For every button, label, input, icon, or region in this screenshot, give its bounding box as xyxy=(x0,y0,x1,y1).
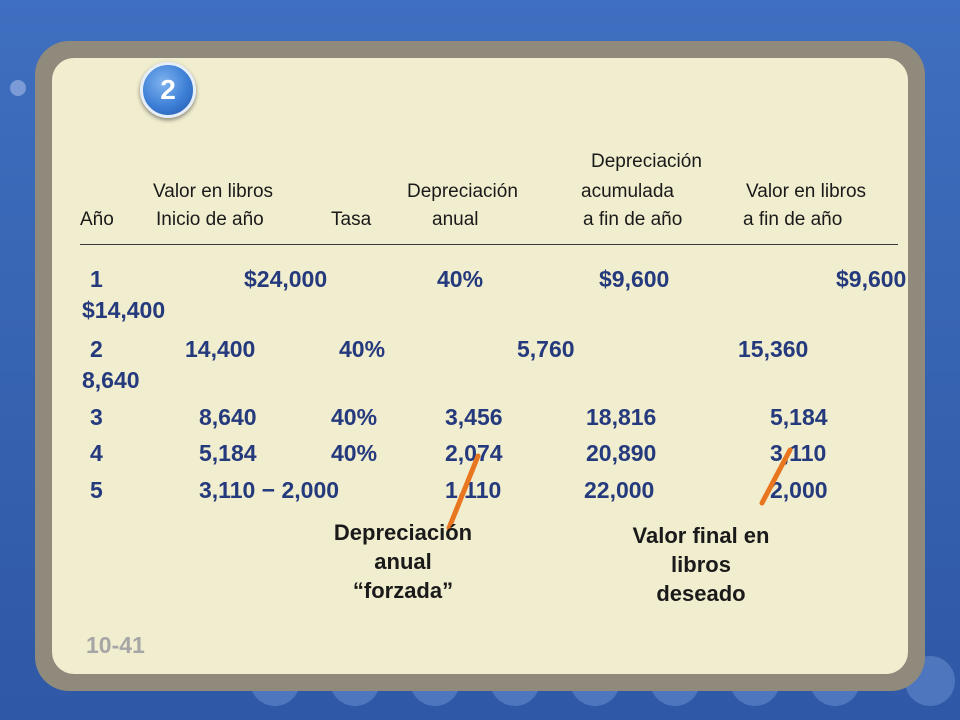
header-rate: Tasa xyxy=(331,209,372,230)
header-divider xyxy=(80,244,898,245)
header-accum-dep-line3: a fin de año xyxy=(583,209,683,230)
row1-rate: 40% xyxy=(437,266,484,292)
row5-end: 2,000 xyxy=(770,477,828,503)
row5-year: 5 xyxy=(90,477,103,503)
row4-start: 5,184 xyxy=(199,440,257,466)
row3-dep: 3,456 xyxy=(445,404,503,430)
row4-year: 4 xyxy=(90,440,103,466)
header-accum-dep-line1: Depreciación xyxy=(591,151,702,172)
row1-dep: $9,600 xyxy=(599,266,670,292)
row4-accum: 20,890 xyxy=(586,440,657,466)
slide-number: 10-41 xyxy=(86,632,145,658)
row2-accum: 15,360 xyxy=(738,336,809,362)
final-value-note-line2: libros xyxy=(671,552,731,577)
row5-start: 3,110 − 2,000 xyxy=(199,477,340,503)
header-book-end-line2: a fin de año xyxy=(743,209,843,230)
row1-start: $24,000 xyxy=(244,266,328,292)
header-book-start-line1: Valor en libros xyxy=(153,181,274,202)
row5-dep: 1,110 xyxy=(445,477,502,503)
row5-accum: 22,000 xyxy=(584,477,655,503)
row2-start: 14,400 xyxy=(185,336,256,362)
header-book-end-line1: Valor en libros xyxy=(746,181,867,202)
row2-year: 2 xyxy=(90,336,103,362)
content-panel xyxy=(52,58,908,674)
header-annual-dep-line2: anual xyxy=(432,209,479,230)
row3-accum: 18,816 xyxy=(586,404,657,430)
row3-start: 8,640 xyxy=(199,404,257,430)
forced-dep-note: Depreciación anual “forzada” xyxy=(298,518,508,605)
header-annual-dep-line1: Depreciación xyxy=(407,181,518,202)
final-value-note-line1: Valor final en xyxy=(632,523,770,548)
row1-accum: $9,600 xyxy=(836,266,907,292)
row2-end: 8,640 xyxy=(82,367,140,393)
row3-end: 5,184 xyxy=(770,404,828,430)
step-badge: 2 xyxy=(140,62,196,118)
row2-rate: 40% xyxy=(339,336,386,362)
row1-year: 1 xyxy=(90,266,103,292)
row2-dep: 5,760 xyxy=(517,336,575,362)
row4-end: 3,110 xyxy=(770,440,827,466)
final-value-arrow xyxy=(759,447,793,506)
row4-rate: 40% xyxy=(331,440,378,466)
header-accum-dep-line2: acumulada xyxy=(581,181,674,202)
row3-rate: 40% xyxy=(331,404,378,430)
decor-dot xyxy=(10,80,26,96)
header-year: Año xyxy=(80,209,114,230)
forced-dep-note-line3: “forzada” xyxy=(352,578,454,603)
header-book-start-line2: Inicio de año xyxy=(156,209,264,230)
row3-year: 3 xyxy=(90,404,103,430)
forced-dep-note-line2: anual xyxy=(374,549,432,574)
forced-dep-note-line1: Depreciación xyxy=(333,520,473,545)
final-value-note-line3: deseado xyxy=(656,581,746,606)
row1-end: $14,400 xyxy=(82,297,166,323)
forced-dep-arrow xyxy=(446,453,481,531)
final-value-note: Valor final en libros deseado xyxy=(596,521,806,608)
